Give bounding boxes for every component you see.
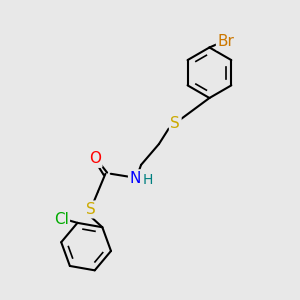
Text: S: S — [170, 116, 180, 131]
Text: S: S — [86, 202, 95, 217]
Text: Cl: Cl — [54, 212, 68, 227]
Text: Br: Br — [218, 34, 234, 49]
Text: H: H — [142, 173, 153, 187]
Text: N: N — [130, 171, 141, 186]
Text: O: O — [89, 152, 101, 166]
